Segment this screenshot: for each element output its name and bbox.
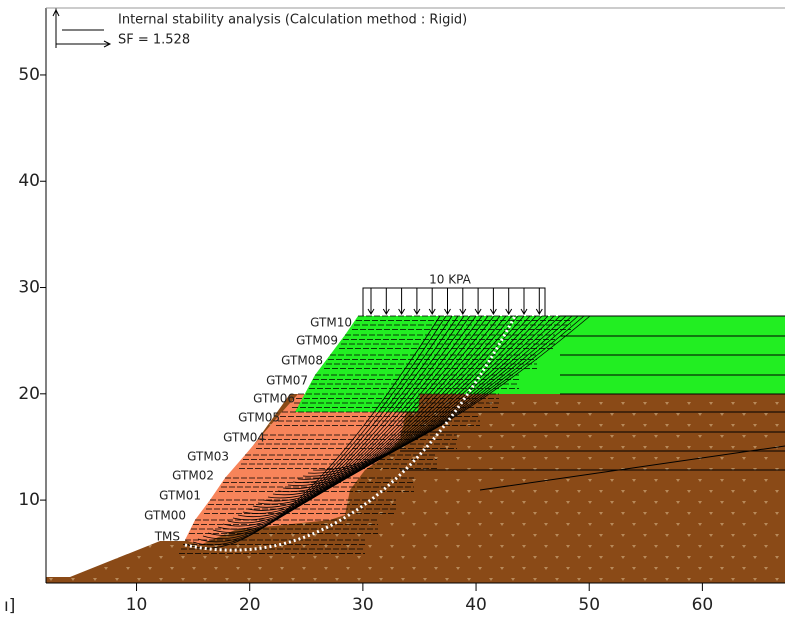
layer-label: GTM02	[172, 469, 214, 483]
layer-label: GTM07	[266, 374, 308, 388]
load-frame	[363, 288, 545, 316]
x-tick-label: 10	[126, 595, 148, 615]
load-arrow	[445, 288, 451, 314]
load-arrow	[460, 288, 466, 314]
x-tick-label: 40	[465, 595, 487, 615]
chart-subtitle: SF = 1.528	[118, 33, 190, 48]
x-tick-label: 20	[239, 595, 261, 615]
load-label: 10 KPA	[429, 273, 471, 287]
legend-symbol	[53, 8, 110, 48]
layer-label: GTM01	[159, 489, 201, 503]
x-tick-label: 50	[578, 595, 600, 615]
foundation-soil	[46, 394, 785, 583]
y-tick-label: 10	[18, 490, 40, 510]
layer-label: GTM10	[310, 316, 352, 330]
y-tick-label: 30	[18, 278, 40, 298]
layer-label: GTM09	[296, 334, 338, 348]
load-arrow	[368, 288, 374, 314]
layer-label: GTM08	[281, 354, 323, 368]
x-axis-label: ı]	[4, 596, 15, 616]
load-arrow	[490, 288, 496, 314]
layer-label: GTM05	[238, 411, 280, 425]
load-arrow	[414, 288, 420, 314]
load-arrow	[383, 288, 389, 314]
load-arrow	[521, 288, 527, 314]
layer-label: GTM03	[187, 450, 229, 464]
layer-label: GTM06	[253, 392, 295, 406]
load-arrow	[399, 288, 405, 314]
layer-label: GTM00	[144, 509, 186, 523]
y-tick-label: 50	[18, 65, 40, 85]
layer-label: GTM04	[223, 431, 265, 445]
x-tick-label: 30	[352, 595, 374, 615]
load-arrow	[429, 288, 435, 314]
chart: Internal stability analysis (Calculation…	[0, 0, 785, 622]
load-arrow	[536, 288, 542, 314]
x-tick-label: 60	[692, 595, 714, 615]
chart-title: Internal stability analysis (Calculation…	[118, 13, 467, 28]
load-arrow	[506, 288, 512, 314]
y-tick-label: 40	[18, 171, 40, 191]
layer-label: TMS	[154, 530, 180, 544]
load-arrow	[475, 288, 481, 314]
y-tick-label: 20	[18, 384, 40, 404]
